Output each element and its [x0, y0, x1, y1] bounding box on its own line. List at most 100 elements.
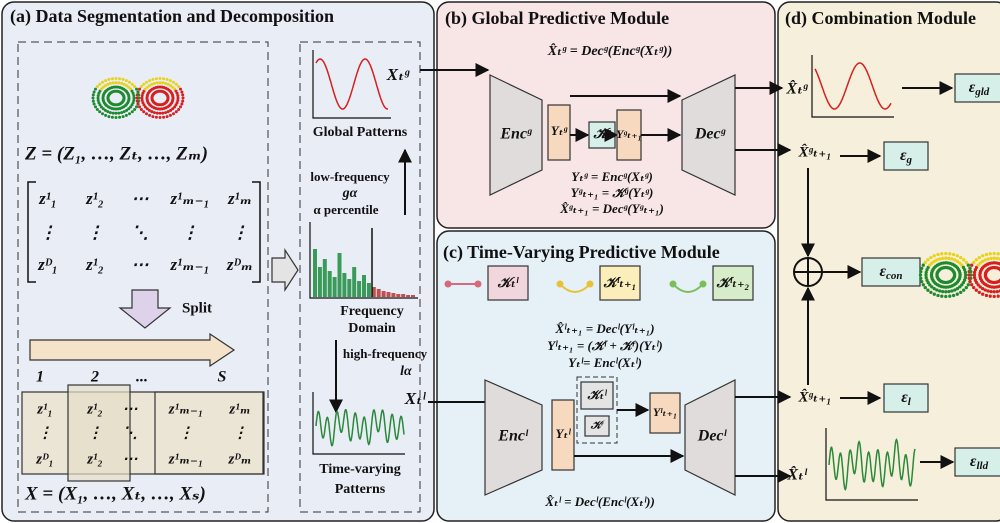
attractor-dot [111, 116, 114, 119]
histogram-bar [411, 295, 415, 297]
caption: Frequency [340, 304, 404, 319]
attractor-dot [938, 257, 941, 260]
connector-dot [587, 281, 594, 288]
attractor-dot [151, 78, 154, 81]
attractor-dot [935, 258, 938, 261]
attractor-dot [164, 111, 167, 114]
attractor-dot [970, 283, 973, 286]
caption: lα [400, 364, 412, 379]
equation: Z = (Z₁, …, Zₜ, …, Zₘ) [24, 143, 208, 164]
attractor-dot [941, 257, 944, 260]
attractor-dot [118, 77, 121, 80]
attractor-dot [965, 261, 968, 264]
loss-subscript: con [886, 270, 903, 282]
segment-label: ... [136, 369, 148, 386]
loss-subscript: gld [974, 86, 990, 98]
attractor-dot [984, 258, 987, 261]
histogram-bar [318, 267, 322, 297]
attractor-dot [933, 293, 936, 296]
attractor-dot [967, 283, 970, 286]
latent-label: Yₜᵍ [551, 123, 569, 138]
panel-title: (d) Combination Module [785, 8, 976, 29]
histogram-bar [352, 267, 356, 297]
attractor-dot [101, 81, 104, 84]
attractor-dot [920, 267, 923, 270]
attractor-dot [159, 81, 162, 84]
attractor-dot [969, 270, 972, 273]
histogram-bar [377, 289, 381, 297]
attractor-dot [968, 267, 971, 270]
attractor-dot [970, 264, 973, 267]
attractor-dot [981, 254, 984, 257]
attractor-dot [964, 271, 967, 274]
matrix-entry: ⋱ [132, 223, 149, 242]
histogram-bar [382, 291, 386, 297]
attractor-dot [972, 286, 975, 289]
attractor-dot [111, 77, 114, 80]
attractor-dot [948, 252, 951, 255]
attractor-dot [986, 289, 989, 292]
histogram-bar [387, 292, 391, 297]
attractor-dot [153, 82, 156, 85]
attractor-dot [107, 115, 110, 118]
attractor-dot [180, 103, 183, 106]
connector-dot [475, 281, 482, 288]
attractor-dot [941, 290, 944, 293]
attractor-dot [131, 110, 134, 113]
attractor-dot [944, 252, 947, 255]
panel-title: (c) Time-Varying Predictive Module [443, 242, 720, 263]
attractor-dot [120, 82, 123, 85]
attractor-dot [956, 293, 959, 296]
attractor-dot [106, 83, 109, 86]
encoder-label: Encᵍ [499, 126, 532, 143]
attractor-dot [156, 81, 159, 84]
attractor-dot [986, 257, 989, 260]
attractor-dot [929, 291, 932, 294]
attractor-dot [182, 97, 185, 100]
output-label: X̂ᵍₜ₊₁ [798, 388, 832, 406]
attractor-dot [140, 108, 143, 111]
attractor-dot [933, 254, 936, 257]
attractor-dot [128, 81, 131, 84]
attractor-dot [104, 114, 107, 117]
attractor-dot [919, 277, 922, 280]
attractor-dot [148, 114, 151, 117]
attractor-dot [127, 95, 130, 98]
page: (a) Data Segmentation and DecompositionZ… [0, 0, 1000, 523]
segment-label: 2 [90, 369, 99, 386]
attractor-dot [965, 286, 968, 289]
attractor-dot [978, 256, 981, 259]
matrix-entry: ⋮ [232, 223, 249, 242]
decoder-label: Decᵍ [694, 126, 726, 143]
segment-entry: z¹₁ [36, 401, 53, 417]
attractor-dot [166, 78, 169, 81]
attractor-dot [180, 91, 183, 94]
attractor-dot [172, 112, 175, 115]
attractor-dot [137, 93, 140, 96]
latent-label: Yₜˡ [556, 426, 572, 441]
equation: X̂ₜˡ = Decˡ(Encˡ(Xₜˡ)) [544, 494, 655, 509]
operator-label: 𝒦ˡₜ₊₁ [603, 276, 637, 291]
matrix-entry: ⋯ [132, 189, 150, 208]
attractor-dot [169, 114, 172, 117]
segment-entry: z¹ₘ₋₁ [168, 401, 203, 417]
attractor-dot [920, 280, 923, 283]
attractor-dot [148, 79, 151, 82]
attractor-dot [929, 256, 932, 259]
attractor-dot [92, 100, 95, 103]
attractor-dot [109, 111, 112, 114]
segment-entry: ⋮ [88, 425, 103, 441]
attractor-dot [953, 288, 956, 291]
attractor-dot [926, 289, 929, 292]
attractor-dot [164, 82, 167, 85]
attractor-dot [959, 256, 962, 259]
segment-entry: ⋮ [233, 425, 248, 441]
latent-label: Yᵍₜ₊₁ [616, 127, 642, 141]
attractor-dot [962, 258, 965, 261]
attractor-dot [98, 110, 101, 113]
matrix-entry: ⋮ [87, 223, 104, 242]
attractor-dot [150, 83, 153, 86]
matrix-entry: z¹ₘ₋₁ [170, 189, 210, 208]
attractor-dot [956, 254, 959, 257]
attractor-dot [997, 252, 1000, 255]
